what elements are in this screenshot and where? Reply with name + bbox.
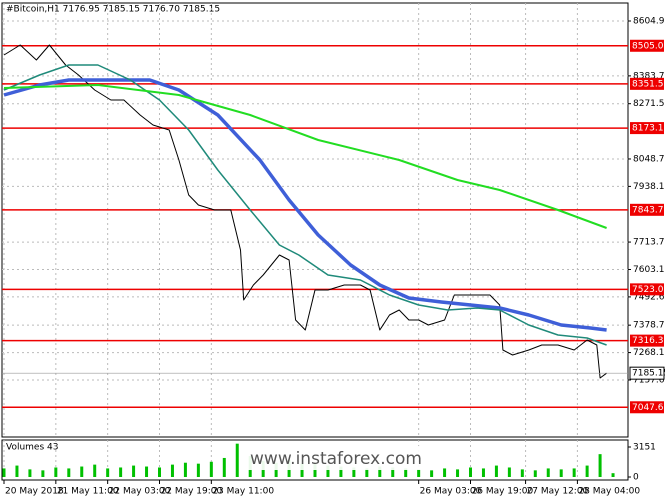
y-tick-label: 7378.70 <box>633 321 665 331</box>
x-tick-label: 26 May 03:00 <box>420 487 482 497</box>
volume-bar <box>235 443 239 477</box>
volume-bar <box>183 462 187 477</box>
price-panel <box>1 2 629 438</box>
volume-bar <box>145 466 149 477</box>
volume-bar <box>158 467 161 477</box>
volume-bar <box>119 467 123 477</box>
x-tick-label: 21 May 11:00 <box>57 487 119 497</box>
moving-average <box>3 78 607 332</box>
volume-bar <box>80 466 84 477</box>
volume-bar <box>456 469 460 477</box>
y-tick-label: 7938.15 <box>633 182 665 192</box>
moving-average <box>3 84 607 229</box>
volume-bar <box>300 463 304 477</box>
x-tick-label: 28 May 04:00 <box>578 487 640 497</box>
volume-bar <box>443 468 447 477</box>
volume-bar <box>611 473 615 477</box>
y-tick-label: 8048.70 <box>633 154 665 164</box>
volume-bar <box>54 467 58 477</box>
x-tick-label: 22 May 19:00 <box>161 487 223 497</box>
y-tick-label: 8383.70 <box>633 71 665 81</box>
volume-bar <box>15 465 19 477</box>
level-label-box <box>630 334 664 347</box>
volume-bar <box>378 466 382 477</box>
volume-bar <box>585 465 589 477</box>
current-price-label: 7185.15 <box>632 369 665 379</box>
y-tick-label: 7492.60 <box>633 292 665 302</box>
volume-bar <box>404 468 408 477</box>
price-line <box>3 44 607 379</box>
volume-bar <box>481 468 485 477</box>
volume-panel <box>1 439 629 481</box>
volume-bar <box>507 467 511 477</box>
x-tick-label: 27 May 12:00 <box>527 487 589 497</box>
level-label: 8505.06 <box>632 41 665 51</box>
volume-bar <box>106 468 110 477</box>
volume-bar <box>559 469 563 477</box>
level-label-box <box>630 401 664 414</box>
y-tick-label: 7713.70 <box>633 238 665 248</box>
watermark-box <box>246 446 426 470</box>
y-tick-label: 8604.90 <box>633 17 665 27</box>
volume-bar <box>391 467 395 477</box>
level-label: 7316.32 <box>632 336 665 346</box>
level-label-box <box>630 77 664 90</box>
volume-bar <box>67 468 71 477</box>
volume-bar <box>339 466 343 477</box>
x-tick-label: 23 May 11:00 <box>212 487 274 497</box>
level-label-box <box>630 203 664 216</box>
level-label: 8351.53 <box>632 79 665 89</box>
watermark: www.instaforex.com <box>250 449 422 469</box>
level-label-box <box>630 283 664 296</box>
volume-bar <box>209 461 213 477</box>
level-label-box <box>630 39 664 52</box>
volume-bar <box>222 457 226 477</box>
volume-tick-label: 3151 <box>633 442 656 452</box>
y-tick-label: 8271.53 <box>633 99 665 109</box>
current-price-box <box>629 366 665 380</box>
y-tick-label: 7603.15 <box>633 265 665 275</box>
volume-tick-label: 0 <box>633 473 639 483</box>
volume-bar <box>520 469 524 477</box>
volume-bar <box>326 465 330 477</box>
volume-bar <box>196 463 200 477</box>
volume-bar <box>469 467 472 477</box>
level-label: 7523.00 <box>632 285 665 295</box>
volume-bar <box>598 454 602 477</box>
volume-label: Volumes 43 <box>6 443 58 453</box>
y-tick-label: 7157.60 <box>633 375 665 385</box>
volume-bar <box>28 469 32 477</box>
x-tick-label: 26 May 19:00 <box>472 487 534 497</box>
level-label: 7843.71 <box>632 205 665 215</box>
moving-average <box>3 64 607 346</box>
level-label: 8173.19 <box>632 124 665 134</box>
x-tick-label: 20 May 2018 <box>5 487 64 497</box>
volume-bar <box>41 470 45 477</box>
volume-bar <box>546 468 550 477</box>
volume-bar <box>365 468 369 477</box>
volume-bar <box>417 469 421 477</box>
volume-bar <box>170 464 174 477</box>
level-label-box <box>630 122 664 135</box>
x-tick-label: 22 May 03:00 <box>109 487 171 497</box>
volume-bar <box>430 470 434 477</box>
volume-bar <box>572 468 576 477</box>
y-tick-label: 7268.15 <box>633 348 665 358</box>
level-label: 7047.63 <box>632 403 665 413</box>
volume-bar <box>132 465 136 477</box>
volume-bar <box>494 465 498 477</box>
volume-bar <box>352 467 356 477</box>
volume-bar <box>533 470 537 477</box>
chart-title: #Bitcoin,H1 7176.95 7185.15 7176.70 7185… <box>6 5 220 15</box>
volume-bar <box>93 464 97 477</box>
volume-bar <box>2 468 6 477</box>
